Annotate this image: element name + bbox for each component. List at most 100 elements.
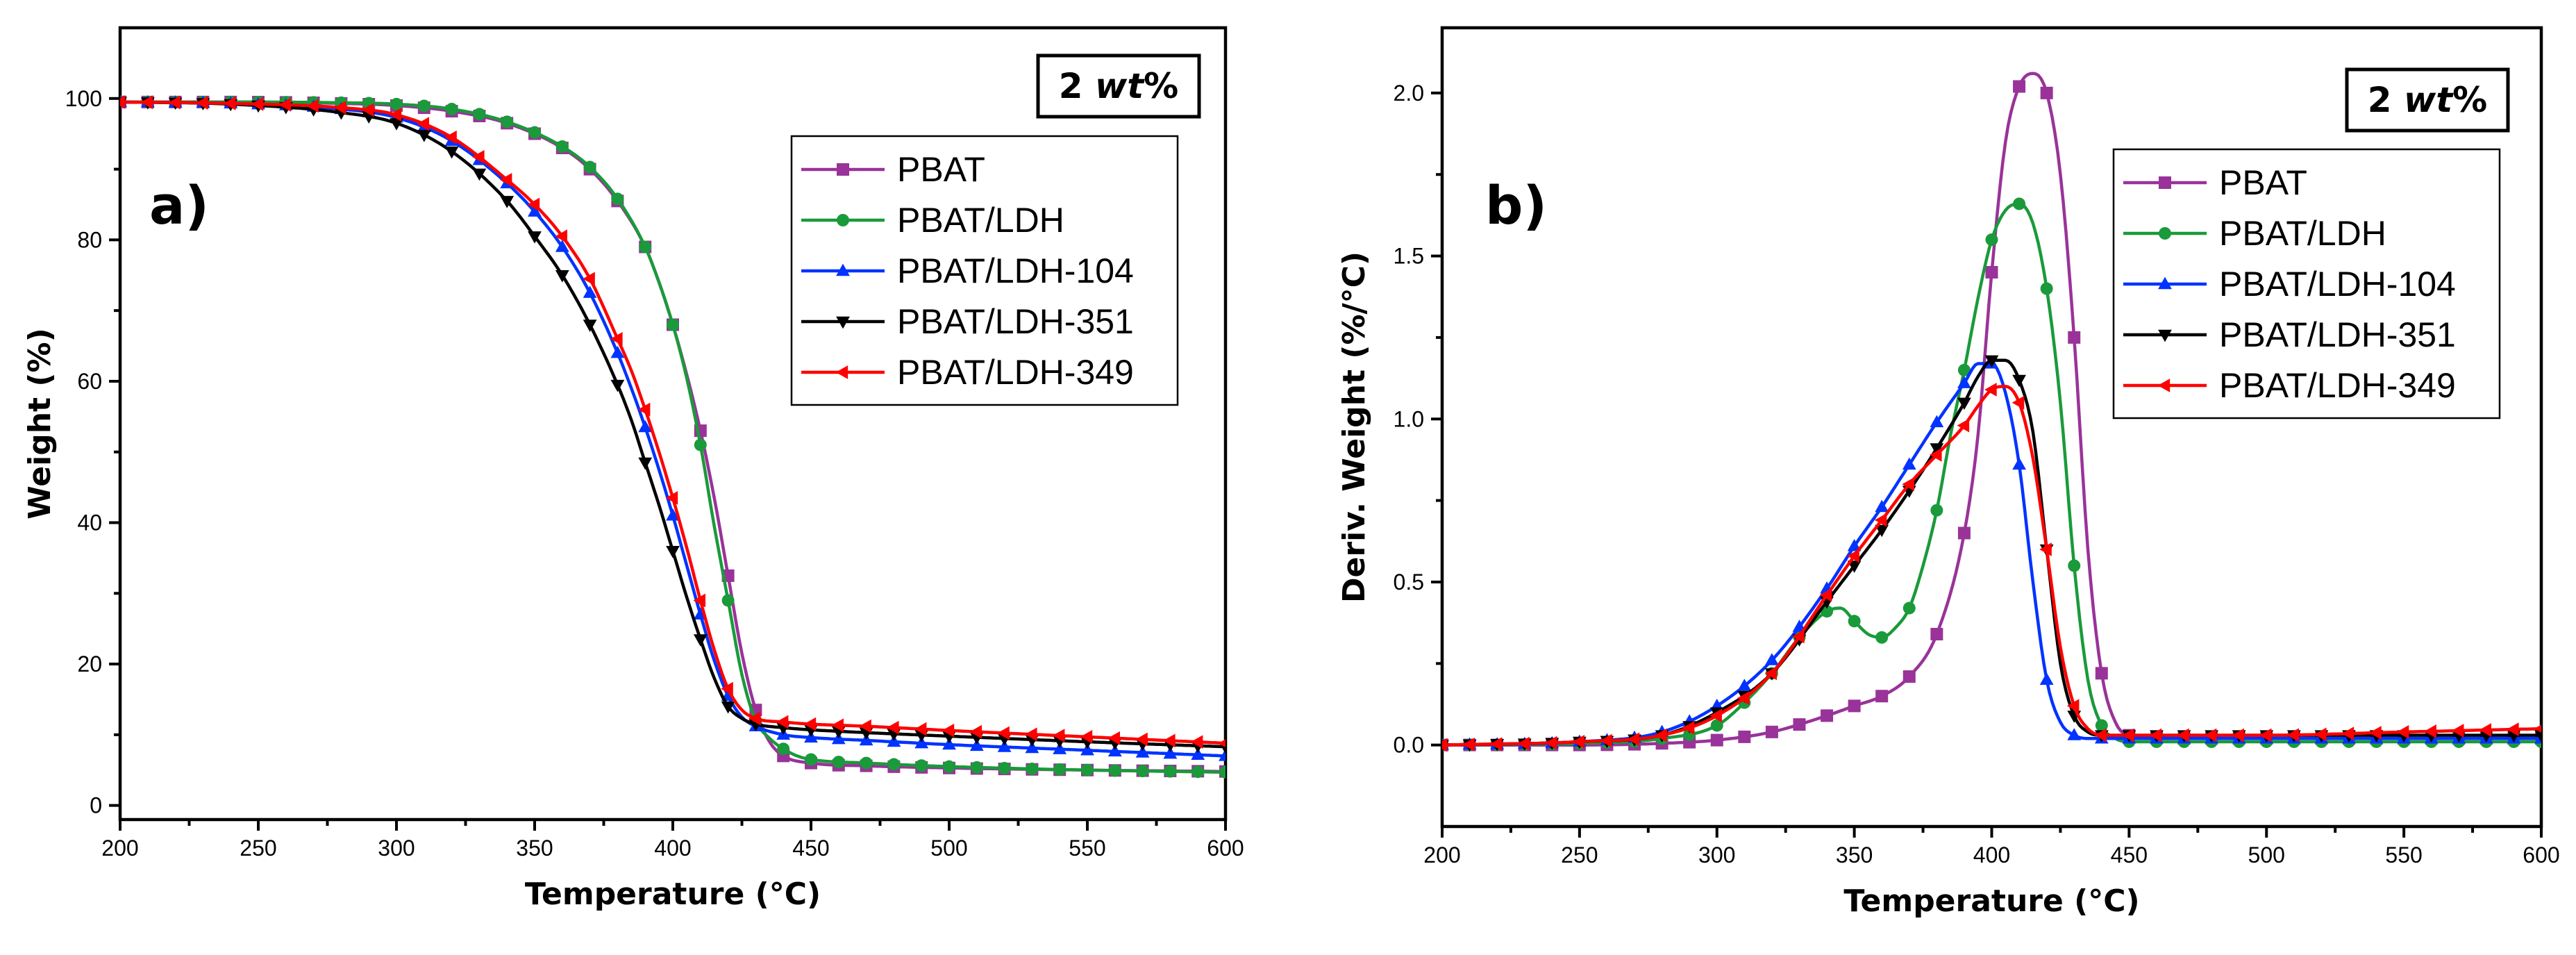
data-point <box>528 126 541 139</box>
data-point <box>943 760 955 773</box>
data-point <box>610 345 625 358</box>
data-point <box>1710 719 1723 732</box>
panel-label: b) <box>1485 174 1547 236</box>
badge-percent: % <box>1144 66 1178 106</box>
data-point <box>2040 282 2053 295</box>
data-point <box>776 715 789 729</box>
legend-swatch-marker <box>2158 276 2172 290</box>
panel-a: 200 250 300 350 400 450 500 550 600 0 20 40 60 80 100 T… <box>22 26 1244 912</box>
data-point <box>914 722 927 736</box>
data-point <box>915 759 928 772</box>
data-point <box>997 726 1010 740</box>
data-point <box>1848 699 1861 713</box>
panel-b: 200 250 300 350 400 450 500 550 600 0.0 0.5 1.0 1.5 2… <box>1337 26 2560 919</box>
data-point <box>1875 631 1889 644</box>
data-point <box>859 719 871 733</box>
data-point <box>2286 728 2300 742</box>
data-point <box>1847 549 1859 563</box>
legend-item: PBAT/LDH-351 <box>801 302 1134 341</box>
data-point <box>1902 477 1914 492</box>
data-point <box>1874 513 1887 527</box>
legend-label: PBAT/LDH <box>897 201 1064 240</box>
legend-swatch-marker <box>2159 176 2171 189</box>
legend-item: PBAT/LDH-351 <box>2123 315 2456 354</box>
badge-box <box>1036 53 1201 119</box>
data-point <box>445 103 458 116</box>
data-point <box>120 94 126 109</box>
data-point <box>2507 722 2519 737</box>
data-point <box>1572 735 1585 749</box>
data-point <box>666 508 680 521</box>
badge-space <box>1083 66 1095 106</box>
data-point <box>1957 397 1971 410</box>
data-point <box>1957 526 1971 540</box>
data-point <box>417 99 430 113</box>
legend-swatch-marker <box>835 365 848 379</box>
data-point <box>666 546 680 558</box>
data-point <box>2040 86 2053 99</box>
legend-item: PBAT/LDH <box>801 201 1064 240</box>
x-tick-label: 500 <box>2248 842 2285 867</box>
data-point <box>997 740 1012 752</box>
data-point <box>1765 725 1778 738</box>
y-tick-label: 0.0 <box>1394 733 1424 758</box>
data-point <box>832 756 845 769</box>
series-pbat-ldh-349 <box>1442 383 2541 752</box>
data-point <box>693 634 708 647</box>
data-point <box>555 229 567 244</box>
data-point <box>1627 732 1640 747</box>
data-point <box>638 420 653 433</box>
data-point <box>1053 763 1067 776</box>
data-point <box>1655 728 1667 742</box>
data-point <box>583 272 595 286</box>
data-point <box>1793 718 1806 731</box>
data-point <box>610 331 623 346</box>
data-point <box>1080 742 1094 756</box>
data-point <box>1930 447 1942 462</box>
legend-swatch-marker <box>837 163 849 176</box>
data-point <box>2451 724 2464 738</box>
data-point <box>2013 80 2026 93</box>
data-point <box>805 753 817 766</box>
data-point <box>1442 738 1448 752</box>
data-point <box>748 711 761 726</box>
data-point <box>970 761 983 774</box>
legend: PBAT PBAT/LDH PBAT/LDH-104 PBAT/LDH-351 PBAT… <box>2112 148 2501 420</box>
data-point <box>610 379 625 392</box>
y-tick-label: 2.0 <box>1394 81 1424 106</box>
plot-area <box>1442 72 2541 752</box>
legend-swatch-marker <box>2159 227 2171 240</box>
data-point <box>1025 740 1039 754</box>
data-point <box>417 117 429 131</box>
data-point <box>1026 763 1039 776</box>
legend-swatch-marker <box>836 316 850 329</box>
data-point <box>1957 376 1971 388</box>
data-point <box>1764 666 1778 681</box>
data-point <box>2232 728 2244 742</box>
data-point <box>1219 765 1226 779</box>
data-point <box>831 718 844 733</box>
data-point <box>2039 542 2052 556</box>
badge-unit: wt <box>1095 66 1145 106</box>
data-point <box>1682 721 1695 735</box>
data-point <box>1135 745 1150 758</box>
data-point <box>1957 418 1970 433</box>
x-tick-label: 450 <box>2111 842 2148 867</box>
data-point <box>1080 730 1093 744</box>
data-point <box>1081 763 1094 777</box>
data-point <box>223 97 236 110</box>
data-point <box>887 720 899 735</box>
series-pbat-ldh-349 <box>120 94 1226 749</box>
data-point <box>2066 699 2080 713</box>
data-point <box>528 231 542 244</box>
badge-label: 2 wt% <box>1059 66 1178 106</box>
data-point <box>390 118 403 131</box>
data-point <box>1984 355 1999 368</box>
data-point <box>637 402 651 417</box>
legend-label: PBAT <box>897 150 985 189</box>
data-point <box>693 593 705 608</box>
data-point <box>583 319 597 332</box>
legend-label: PBAT/LDH-349 <box>897 353 1134 392</box>
data-point <box>334 101 346 115</box>
